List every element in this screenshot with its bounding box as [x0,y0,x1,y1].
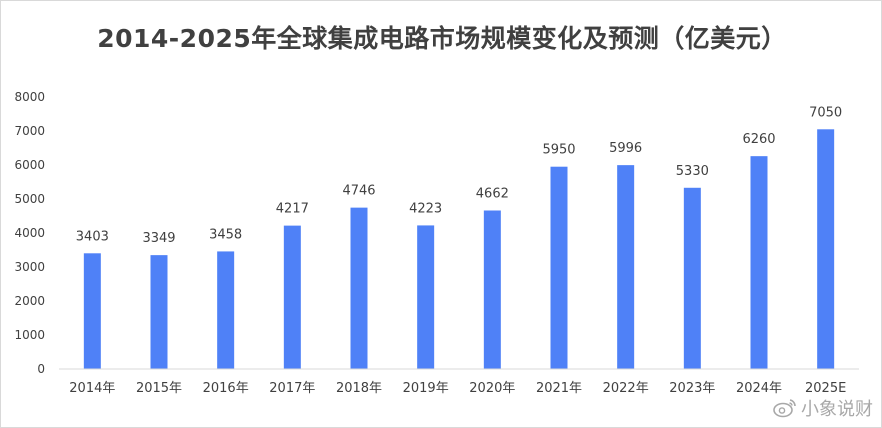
y-tick-label: 7000 [14,124,45,138]
x-axis: 2014年 2015年 2016年 2017年 2018年 2019年 2020年 2021年… [59,368,859,396]
data-label: 3458 [209,227,242,242]
y-tick-label: 6000 [14,158,45,172]
bar [417,225,435,369]
bar [283,225,301,369]
y-axis: 0 1000 2000 3000 4000 5000 6000 7000 8000 [14,90,45,376]
bar [817,129,835,369]
x-tick-label: 2022年 [603,381,649,396]
y-tick-label: 3000 [14,260,45,274]
x-tick-label: 2014年 [69,381,115,396]
x-tick-label: 2016年 [203,381,249,396]
x-tick-label: 2025E [805,381,846,396]
data-label: 3403 [76,229,109,244]
weibo-icon [773,398,797,418]
chart-title: 2014-2025年全球集成电路市场规模变化及预测（亿美元） [97,24,787,53]
x-tick-label: 2020年 [469,381,515,396]
data-label: 3349 [142,231,175,246]
watermark-text: 小象说财 [801,399,873,420]
bar [550,166,568,369]
y-tick-label: 4000 [14,226,45,240]
bars-group [83,129,835,369]
data-labels-group: 3403 3349 3458 4217 4746 4223 4662 5950 5996 5330… [76,105,842,246]
x-tick-label: 2024年 [736,381,782,396]
bar [617,165,635,369]
x-tick-label: 2017年 [269,381,315,396]
x-tick-label: 2015年 [136,381,182,396]
bar [217,251,235,369]
data-label: 5996 [609,141,642,156]
y-tick-label: 0 [37,362,45,376]
data-label: 7050 [809,105,842,120]
x-tick-label: 2018年 [336,381,382,396]
data-label: 4217 [276,202,309,217]
data-label: 5950 [542,143,575,158]
y-tick-label: 1000 [14,328,45,342]
y-tick-label: 5000 [14,192,45,206]
x-tick-label: 2021年 [536,381,582,396]
bar [150,255,168,369]
x-tick-label: 2023年 [669,381,715,396]
data-label: 4223 [409,201,442,216]
bar [83,253,101,369]
bar [683,187,701,369]
data-label: 6260 [742,132,775,147]
y-tick-label: 2000 [14,294,45,308]
x-tick-label: 2019年 [403,381,449,396]
watermark: 小象说财 [773,395,873,421]
bar [350,207,368,369]
bar [483,210,501,369]
data-label: 4746 [342,184,375,199]
y-tick-label: 8000 [14,90,45,104]
bar [750,156,768,369]
data-label: 5330 [676,164,709,179]
data-label: 4662 [476,186,509,201]
